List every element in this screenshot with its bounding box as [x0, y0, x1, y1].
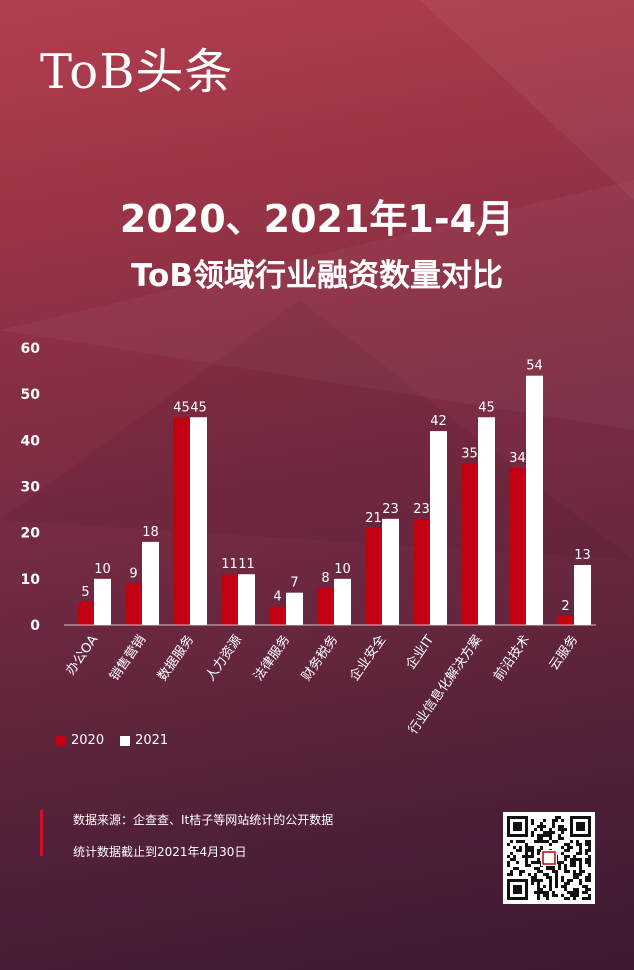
data-label-2021: 10 [94, 562, 111, 577]
bar-2020 [557, 615, 574, 625]
chart-legend: 2020 2021 [56, 733, 168, 748]
legend-label-2020: 2020 [71, 733, 105, 748]
x-category-label: 销售营销 [106, 632, 149, 684]
x-category-label: 人力资源 [203, 633, 245, 684]
data-label-2020: 2 [561, 599, 569, 614]
bar-2020 [77, 601, 94, 625]
bar-2021 [334, 578, 351, 625]
y-tick-label: 50 [21, 387, 41, 403]
legend-swatch-2021 [120, 735, 131, 746]
bar-2020 [509, 468, 526, 625]
data-label-2020: 35 [461, 446, 478, 461]
bar-2021 [190, 417, 207, 625]
data-label-2021: 45 [478, 400, 495, 415]
bar-2021 [238, 574, 255, 625]
x-category-label: 前沿技术 [490, 632, 533, 684]
y-tick-label: 10 [21, 572, 41, 588]
data-label-2021: 13 [574, 548, 591, 563]
bar-2020 [173, 417, 190, 625]
bar-2020 [413, 518, 430, 625]
data-label-2020: 11 [221, 557, 238, 572]
data-label-2020: 9 [129, 566, 137, 581]
chart-title-line2: ToB领域行业融资数量对比 [131, 258, 503, 294]
bar-2021 [430, 431, 447, 625]
bar-2021 [574, 564, 591, 625]
qr-code-icon [503, 812, 595, 904]
data-label-2020: 45 [173, 400, 190, 415]
legend-swatch-2020 [56, 735, 66, 746]
brand-logo: ToB头条 [40, 44, 234, 100]
legend-item-2021: 2021 [120, 733, 168, 748]
data-label-2021: 45 [190, 400, 207, 415]
y-tick-label: 30 [21, 480, 41, 496]
data-label-2021: 7 [290, 576, 298, 591]
cutoff-date-text: 统计数据截止到2021年4月30日 [73, 845, 247, 859]
data-label-2020: 8 [321, 571, 329, 586]
data-label-2021: 23 [382, 502, 399, 517]
bar-2021 [478, 417, 495, 625]
legend-label-2021: 2021 [135, 733, 169, 748]
data-label-2020: 34 [509, 451, 526, 466]
data-label-2020: 23 [413, 502, 430, 517]
y-tick-label: 20 [21, 526, 41, 542]
chart-title-line1: 2020、2021年1-4月 [119, 197, 515, 241]
data-label-2021: 18 [142, 525, 159, 540]
x-category-label: 云服务 [546, 632, 581, 673]
y-tick-label: 60 [21, 341, 41, 357]
bar-2020 [269, 606, 286, 625]
data-label-2021: 42 [430, 414, 447, 429]
bar-2021 [526, 375, 543, 625]
x-category-label: 企业IT [402, 632, 437, 672]
data-label-2021: 11 [238, 557, 255, 572]
data-label-2020: 4 [273, 590, 281, 605]
data-label-2021: 10 [334, 562, 351, 577]
bar-2020 [365, 528, 382, 625]
bar-2020 [221, 574, 238, 625]
data-label-2020: 5 [81, 585, 89, 600]
data-label-2020: 21 [365, 511, 382, 526]
bar-2021 [286, 592, 303, 625]
data-source-note: 数据来源：企查查、It桔子等网站统计的公开数据 统计数据截止到2021年4月30… [40, 810, 334, 859]
source-text: 数据来源：企查查、It桔子等网站统计的公开数据 [73, 813, 334, 827]
data-label-2021: 54 [526, 359, 543, 374]
bar-2020 [461, 463, 478, 625]
x-category-label: 财务税务 [298, 632, 341, 684]
legend-item-2020: 2020 [56, 733, 104, 748]
bar-2020 [317, 588, 334, 625]
y-tick-label: 0 [30, 618, 40, 634]
bar-2020 [125, 583, 142, 625]
bar-2021 [94, 578, 111, 625]
x-category-label: 企业安全 [346, 632, 389, 684]
bar-2021 [142, 541, 159, 625]
x-category-label: 法律服务 [250, 632, 293, 684]
x-category-label: 办公OA [63, 633, 101, 678]
bar-2021 [382, 518, 399, 625]
y-tick-label: 40 [21, 433, 41, 449]
x-category-label: 数据服务 [154, 632, 197, 684]
